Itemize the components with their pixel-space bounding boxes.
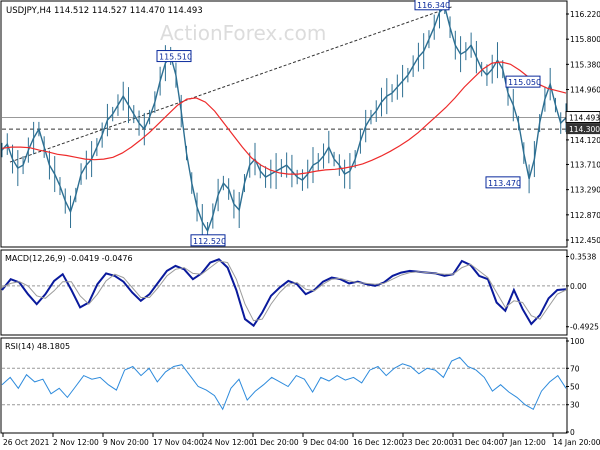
x-tick-label: 17 Nov 04:00 bbox=[153, 438, 204, 447]
macd-panel-frame bbox=[0, 249, 568, 336]
x-tick-label: 14 Jan 20:00 bbox=[553, 438, 600, 447]
rsi-panel-frame bbox=[0, 337, 568, 434]
rsi-ytick-label: 30 bbox=[570, 401, 580, 410]
rsi-ytick-label: 0 bbox=[570, 428, 575, 437]
x-tick-label: 9 Nov 20:00 bbox=[103, 438, 149, 447]
macd-series-1 bbox=[1, 260, 567, 322]
ma-line bbox=[1, 61, 567, 175]
rsi-ytick-label: 70 bbox=[570, 364, 580, 373]
annotation-box bbox=[505, 75, 541, 88]
price-ytick-label: 113.290 bbox=[570, 186, 600, 195]
x-tick-label: 9 Dec 04:00 bbox=[303, 438, 349, 447]
annotation-label: 113.470 bbox=[488, 179, 521, 188]
level-price-tag bbox=[566, 123, 600, 135]
price-ytick-label: 114.120 bbox=[570, 136, 600, 145]
macd-ytick-label: 0.3538 bbox=[570, 252, 596, 261]
trendline bbox=[9, 6, 453, 163]
macd-ytick-label: 0.00 bbox=[570, 282, 587, 291]
price-ytick-label: 113.710 bbox=[570, 160, 600, 169]
price-ytick-label: 114.960 bbox=[570, 86, 600, 95]
annotation-label: 115.510 bbox=[159, 53, 192, 62]
x-tick-label: 26 Oct 2021 bbox=[3, 438, 50, 447]
x-tick-label: 24 Nov 12:00 bbox=[203, 438, 254, 447]
macd-panel-title: MACD(12,26,9) -0.0419 -0.0476 bbox=[5, 254, 133, 263]
price-panel-title: USDJPY,H4 114.512 114.527 114.470 114.49… bbox=[6, 6, 203, 16]
price-series-line bbox=[1, 5, 567, 233]
annotation-box bbox=[156, 50, 192, 63]
price-ytick-label: 112.450 bbox=[570, 236, 600, 245]
annotation-box bbox=[485, 176, 521, 189]
price-ytick-label: 115.380 bbox=[570, 60, 600, 69]
watermark: ActionForex.com bbox=[160, 21, 326, 45]
price-ytick-label: 115.800 bbox=[570, 35, 600, 44]
rsi-panel-title: RSI(14) 48.1805 bbox=[5, 342, 70, 351]
annotation-label: 115.050 bbox=[508, 78, 541, 87]
price-ytick-label: 112.870 bbox=[570, 211, 600, 220]
macd-ytick-label: -0.4925 bbox=[570, 323, 599, 332]
price-ytick-label: 116.220 bbox=[570, 10, 600, 19]
x-tick-label: 23 Dec 20:00 bbox=[403, 438, 454, 447]
x-tick-label: 7 Jan 12:00 bbox=[503, 438, 546, 447]
annotation-label: 116.340 bbox=[417, 1, 450, 10]
annotation-box bbox=[414, 0, 450, 11]
rsi-series-line bbox=[1, 356, 567, 411]
rsi-ytick-label: 100 bbox=[570, 337, 585, 346]
x-tick-label: 2 Nov 12:00 bbox=[53, 438, 99, 447]
annotation-label: 112.520 bbox=[193, 237, 226, 246]
macd-series-0 bbox=[1, 258, 567, 328]
level-price-label: 114.300 bbox=[569, 125, 600, 134]
bid-price-tag bbox=[565, 111, 600, 124]
x-tick-label: 31 Dec 04:00 bbox=[453, 438, 504, 447]
x-tick-label: 16 Dec 12:00 bbox=[353, 438, 404, 447]
annotation-box bbox=[190, 234, 226, 247]
bid-price-label: 114.493 bbox=[569, 114, 600, 123]
rsi-ytick-label: 50 bbox=[570, 383, 580, 392]
x-tick-label: 1 Dec 20:00 bbox=[253, 438, 299, 447]
